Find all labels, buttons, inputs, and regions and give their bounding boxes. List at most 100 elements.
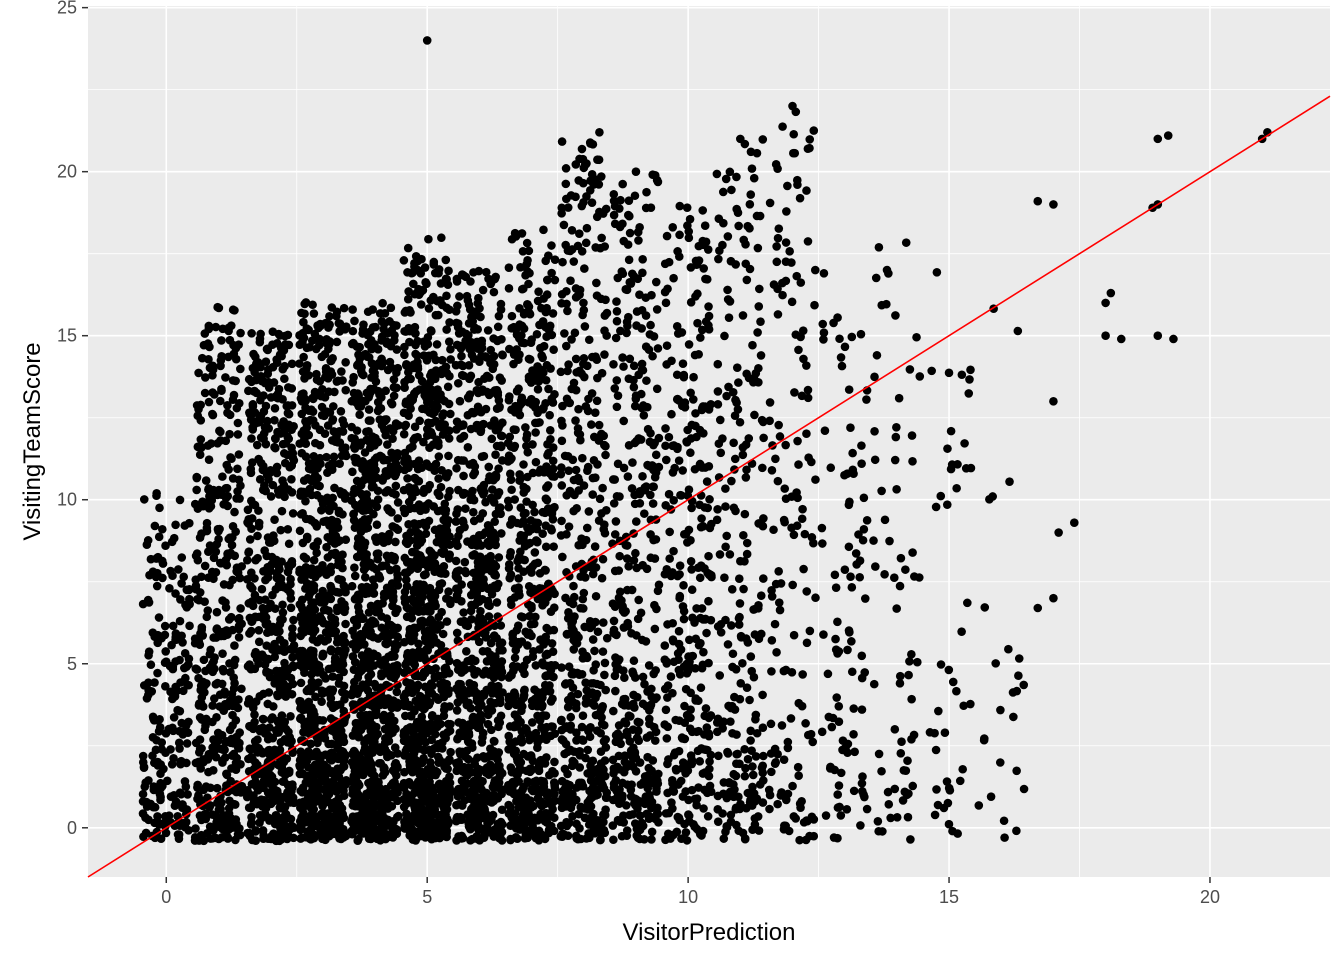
data-point — [438, 678, 448, 687]
data-point — [391, 481, 401, 491]
data-point — [280, 583, 289, 592]
data-point — [286, 644, 295, 654]
data-point — [310, 438, 320, 448]
data-point — [288, 633, 297, 643]
data-point — [193, 783, 202, 792]
data-point — [307, 490, 316, 500]
data-point — [379, 788, 389, 797]
data-point — [228, 305, 238, 315]
data-point — [433, 695, 443, 705]
data-point — [533, 711, 542, 721]
data-point — [202, 518, 212, 528]
data-point — [230, 641, 239, 650]
data-point — [231, 354, 241, 364]
data-point — [320, 349, 330, 359]
data-point — [419, 753, 428, 763]
data-point — [301, 298, 311, 307]
data-point — [313, 569, 323, 578]
data-point — [451, 307, 461, 316]
data-point — [536, 734, 545, 744]
data-point — [350, 440, 360, 450]
data-point — [322, 789, 331, 799]
data-point — [438, 784, 447, 794]
data-point — [348, 640, 357, 649]
data-point — [231, 702, 241, 711]
data-point — [229, 799, 239, 809]
data-point — [516, 612, 526, 621]
data-point — [228, 522, 238, 531]
data-point — [298, 618, 307, 628]
data-point — [208, 701, 217, 710]
data-point — [339, 667, 348, 677]
data-point — [322, 542, 331, 552]
data-point — [210, 664, 219, 674]
data-point — [304, 697, 314, 707]
data-point — [255, 337, 265, 347]
data-point — [231, 765, 241, 775]
data-point — [225, 725, 235, 735]
data-point — [288, 653, 297, 662]
data-point — [339, 706, 349, 716]
data-point — [366, 769, 376, 778]
data-point — [317, 697, 326, 706]
data-point — [213, 736, 223, 746]
data-point — [364, 339, 373, 349]
data-point — [417, 588, 426, 598]
data-point — [324, 323, 333, 332]
data-point — [414, 646, 424, 656]
data-point — [288, 661, 298, 671]
data-point — [297, 751, 306, 761]
data-point — [155, 503, 164, 513]
data-point — [231, 823, 241, 833]
data-point — [252, 440, 262, 450]
data-point — [519, 531, 529, 541]
data-point — [531, 418, 540, 428]
data-point — [348, 749, 357, 759]
data-point — [330, 615, 340, 624]
data-point — [381, 834, 390, 844]
data-point — [275, 666, 285, 676]
data-point — [256, 395, 265, 405]
data-point — [405, 444, 415, 453]
data-point — [183, 790, 192, 799]
data-point — [281, 809, 290, 819]
data-point — [185, 599, 194, 609]
data-point — [325, 506, 334, 515]
data-point — [543, 671, 553, 680]
data-point — [253, 735, 262, 745]
data-point — [547, 394, 557, 404]
data-point — [176, 595, 185, 604]
data-point — [363, 307, 373, 317]
data-point — [375, 658, 385, 667]
data-point — [550, 589, 559, 599]
data-point — [325, 751, 334, 760]
data-point — [338, 563, 347, 573]
data-point — [340, 448, 350, 458]
data-point — [269, 829, 278, 838]
data-point — [523, 641, 532, 650]
data-point — [519, 510, 529, 519]
data-point — [366, 601, 376, 611]
data-point — [349, 771, 358, 781]
data-point — [278, 600, 287, 610]
data-point — [339, 791, 349, 801]
data-point — [286, 711, 295, 721]
data-point — [350, 563, 359, 572]
data-point — [328, 402, 338, 411]
data-point — [273, 691, 283, 701]
data-point — [348, 467, 357, 477]
data-point — [349, 372, 358, 382]
data-point — [305, 514, 315, 524]
data-point — [353, 590, 363, 600]
data-point — [236, 328, 245, 338]
data-point — [223, 630, 232, 639]
data-point — [428, 789, 438, 798]
data-point — [357, 634, 367, 643]
data-point — [349, 489, 358, 498]
data-point — [295, 340, 305, 350]
data-point — [526, 338, 536, 348]
data-point — [370, 371, 379, 381]
data-point — [428, 711, 437, 720]
data-point — [473, 536, 483, 546]
data-point — [377, 354, 386, 364]
